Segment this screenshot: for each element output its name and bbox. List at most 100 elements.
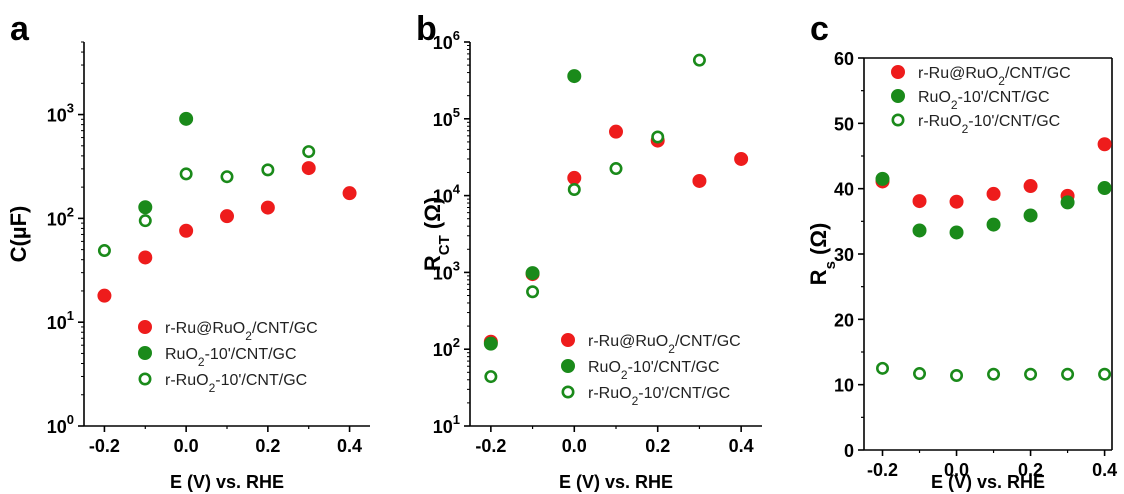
data-point-filled-red	[1097, 137, 1112, 152]
y-tick-label: 103	[433, 258, 460, 283]
y-tick-label: 102	[433, 335, 460, 360]
data-point-filled-green	[1023, 208, 1038, 223]
data-point-open-green	[876, 361, 890, 375]
legend-marker	[138, 320, 152, 334]
legend-label: r-Ru@RuO2/CNT/GC	[588, 333, 741, 356]
legend-label: r-RuO2-10'/CNT/GC	[918, 113, 1060, 136]
x-tick-label: 0.4	[729, 436, 754, 456]
y-tick-label: 20	[834, 310, 854, 330]
legend-marker	[138, 346, 152, 360]
data-point-open-green	[1061, 367, 1075, 381]
y-tick-label: 10	[834, 376, 854, 396]
x-tick-label: 0.0	[944, 460, 969, 480]
data-point-filled-green	[179, 111, 194, 126]
y-tick-label: 104	[433, 182, 461, 207]
panel-letter-b: b	[416, 10, 437, 48]
x-tick-label: 0.0	[562, 436, 587, 456]
data-point-filled-green	[138, 200, 153, 215]
panel-letter-c: c	[810, 10, 829, 48]
data-point-open-green	[526, 285, 540, 299]
data-point-filled-red	[692, 173, 707, 188]
legend-label: RuO2-10'/CNT/GC	[918, 89, 1050, 112]
y-axis-title: C(µF)	[6, 206, 31, 263]
y-tick-label: 105	[433, 105, 460, 130]
x-axis-title: E (V) vs. RHE	[931, 472, 1045, 492]
data-point-filled-green	[483, 336, 498, 351]
x-axis-title: E (V) vs. RHE	[559, 472, 673, 492]
panel-a: a -0.2 0.0 0.2 0.4 100 101 102 103 E (V) vs. RHE C…	[6, 10, 370, 492]
x-axis-title: E (V) vs. RHE	[170, 472, 284, 492]
data-point-filled-green	[912, 223, 927, 238]
data-point-filled-green	[986, 217, 1001, 232]
x-tick-label: -0.2	[867, 460, 898, 480]
data-point-filled-green	[949, 225, 964, 240]
data-point-open-green	[609, 162, 623, 176]
legend-marker	[561, 385, 575, 399]
data-point-filled-red	[949, 194, 964, 209]
data-point-open-green	[1024, 367, 1038, 381]
data-point-open-green	[302, 145, 316, 159]
legend-label: RuO2-10'/CNT/GC	[588, 359, 720, 382]
legend-marker	[891, 113, 905, 127]
data-point-open-green	[261, 163, 275, 177]
legend-label: RuO2-10'/CNT/GC	[165, 346, 297, 369]
data-point-open-green	[567, 183, 581, 197]
legend-label: r-Ru@RuO2/CNT/GC	[165, 320, 318, 343]
y-tick-label: 101	[433, 412, 460, 437]
data-point-open-green	[950, 369, 964, 383]
panel-c: c -0.2 0.0 0.2 0.4 0 10 20 30 40 50 60 E (V) vs. RHE…	[806, 10, 1117, 492]
x-tick-label: 0.2	[1018, 460, 1043, 480]
data-point-open-green	[179, 167, 193, 181]
legend-label: r-Ru@RuO2/CNT/GC	[918, 65, 1071, 88]
y-tick-label: 0	[844, 441, 854, 461]
data-point-filled-red	[609, 124, 623, 139]
data-point-open-green	[97, 244, 111, 258]
data-point-open-green	[987, 367, 1001, 381]
data-point-filled-green	[567, 69, 582, 84]
x-tick-label: 0.2	[255, 436, 280, 456]
data-point-open-green	[138, 214, 152, 228]
legend-label: r-RuO2-10'/CNT/GC	[165, 372, 307, 395]
data-point-filled-red	[1023, 179, 1038, 194]
legend-marker	[891, 65, 905, 79]
legend-marker	[561, 333, 575, 347]
x-tick-label: -0.2	[475, 436, 506, 456]
legend-marker	[138, 372, 152, 386]
panel-b: b -0.2 0.0 0.2 0.4 101 102 103 104 105 106 E (V) vs…	[416, 10, 762, 492]
data-point-open-green	[651, 130, 665, 144]
data-point-filled-red	[567, 170, 582, 185]
x-tick-label: 0.2	[645, 436, 670, 456]
y-axis-title: RCT (Ω)	[420, 197, 453, 271]
x-tick-label: 0.0	[174, 436, 199, 456]
y-tick-label: 100	[47, 412, 74, 437]
data-point-open-green	[1098, 367, 1112, 381]
data-point-filled-green	[525, 266, 540, 281]
data-point-filled-green	[1097, 181, 1112, 196]
x-tick-label: 0.4	[337, 436, 362, 456]
y-tick-label: 50	[834, 114, 854, 134]
y-tick-label: 40	[834, 180, 854, 200]
data-point-open-green	[913, 367, 927, 381]
data-point-filled-red	[734, 151, 749, 166]
data-point-open-green	[692, 53, 706, 67]
y-tick-label: 60	[834, 49, 854, 69]
legend-marker	[561, 359, 575, 373]
y-axis-title: Rs (Ω)	[806, 223, 839, 286]
legend-label: r-RuO2-10'/CNT/GC	[588, 385, 730, 408]
data-point-filled-green	[1060, 195, 1075, 210]
data-point-filled-red	[97, 288, 112, 303]
data-point-filled-red	[220, 209, 234, 224]
data-point-open-green	[484, 370, 498, 384]
legend-marker	[891, 89, 905, 103]
data-point-filled-green	[875, 171, 890, 186]
data-point-filled-red	[912, 194, 927, 209]
data-point-filled-red	[179, 223, 194, 238]
data-point-filled-red	[301, 161, 316, 176]
y-tick-label: 102	[47, 204, 74, 229]
data-point-filled-red	[986, 186, 1001, 201]
y-tick-label: 106	[433, 28, 460, 53]
data-point-filled-red	[342, 186, 357, 201]
y-tick-label: 101	[47, 308, 74, 333]
data-point-filled-red	[260, 200, 275, 215]
